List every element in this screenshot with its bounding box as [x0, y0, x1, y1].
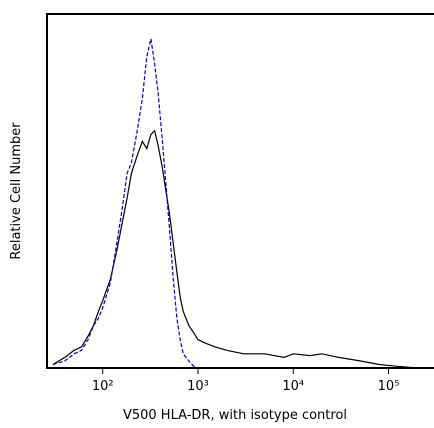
y-axis-label: Relative Cell Number	[9, 122, 24, 260]
x-tick-label: 10⁴	[282, 379, 304, 394]
frame	[46, 13, 434, 369]
x-tick-label: 10⁵	[378, 379, 400, 394]
x-tick-label: 10³	[187, 379, 209, 394]
series-line	[52, 38, 199, 369]
x-axis-label: V500 HLA-DR, with isotype control	[123, 408, 347, 423]
x-tick-label: 10²	[92, 379, 114, 394]
series-line	[52, 129, 418, 369]
